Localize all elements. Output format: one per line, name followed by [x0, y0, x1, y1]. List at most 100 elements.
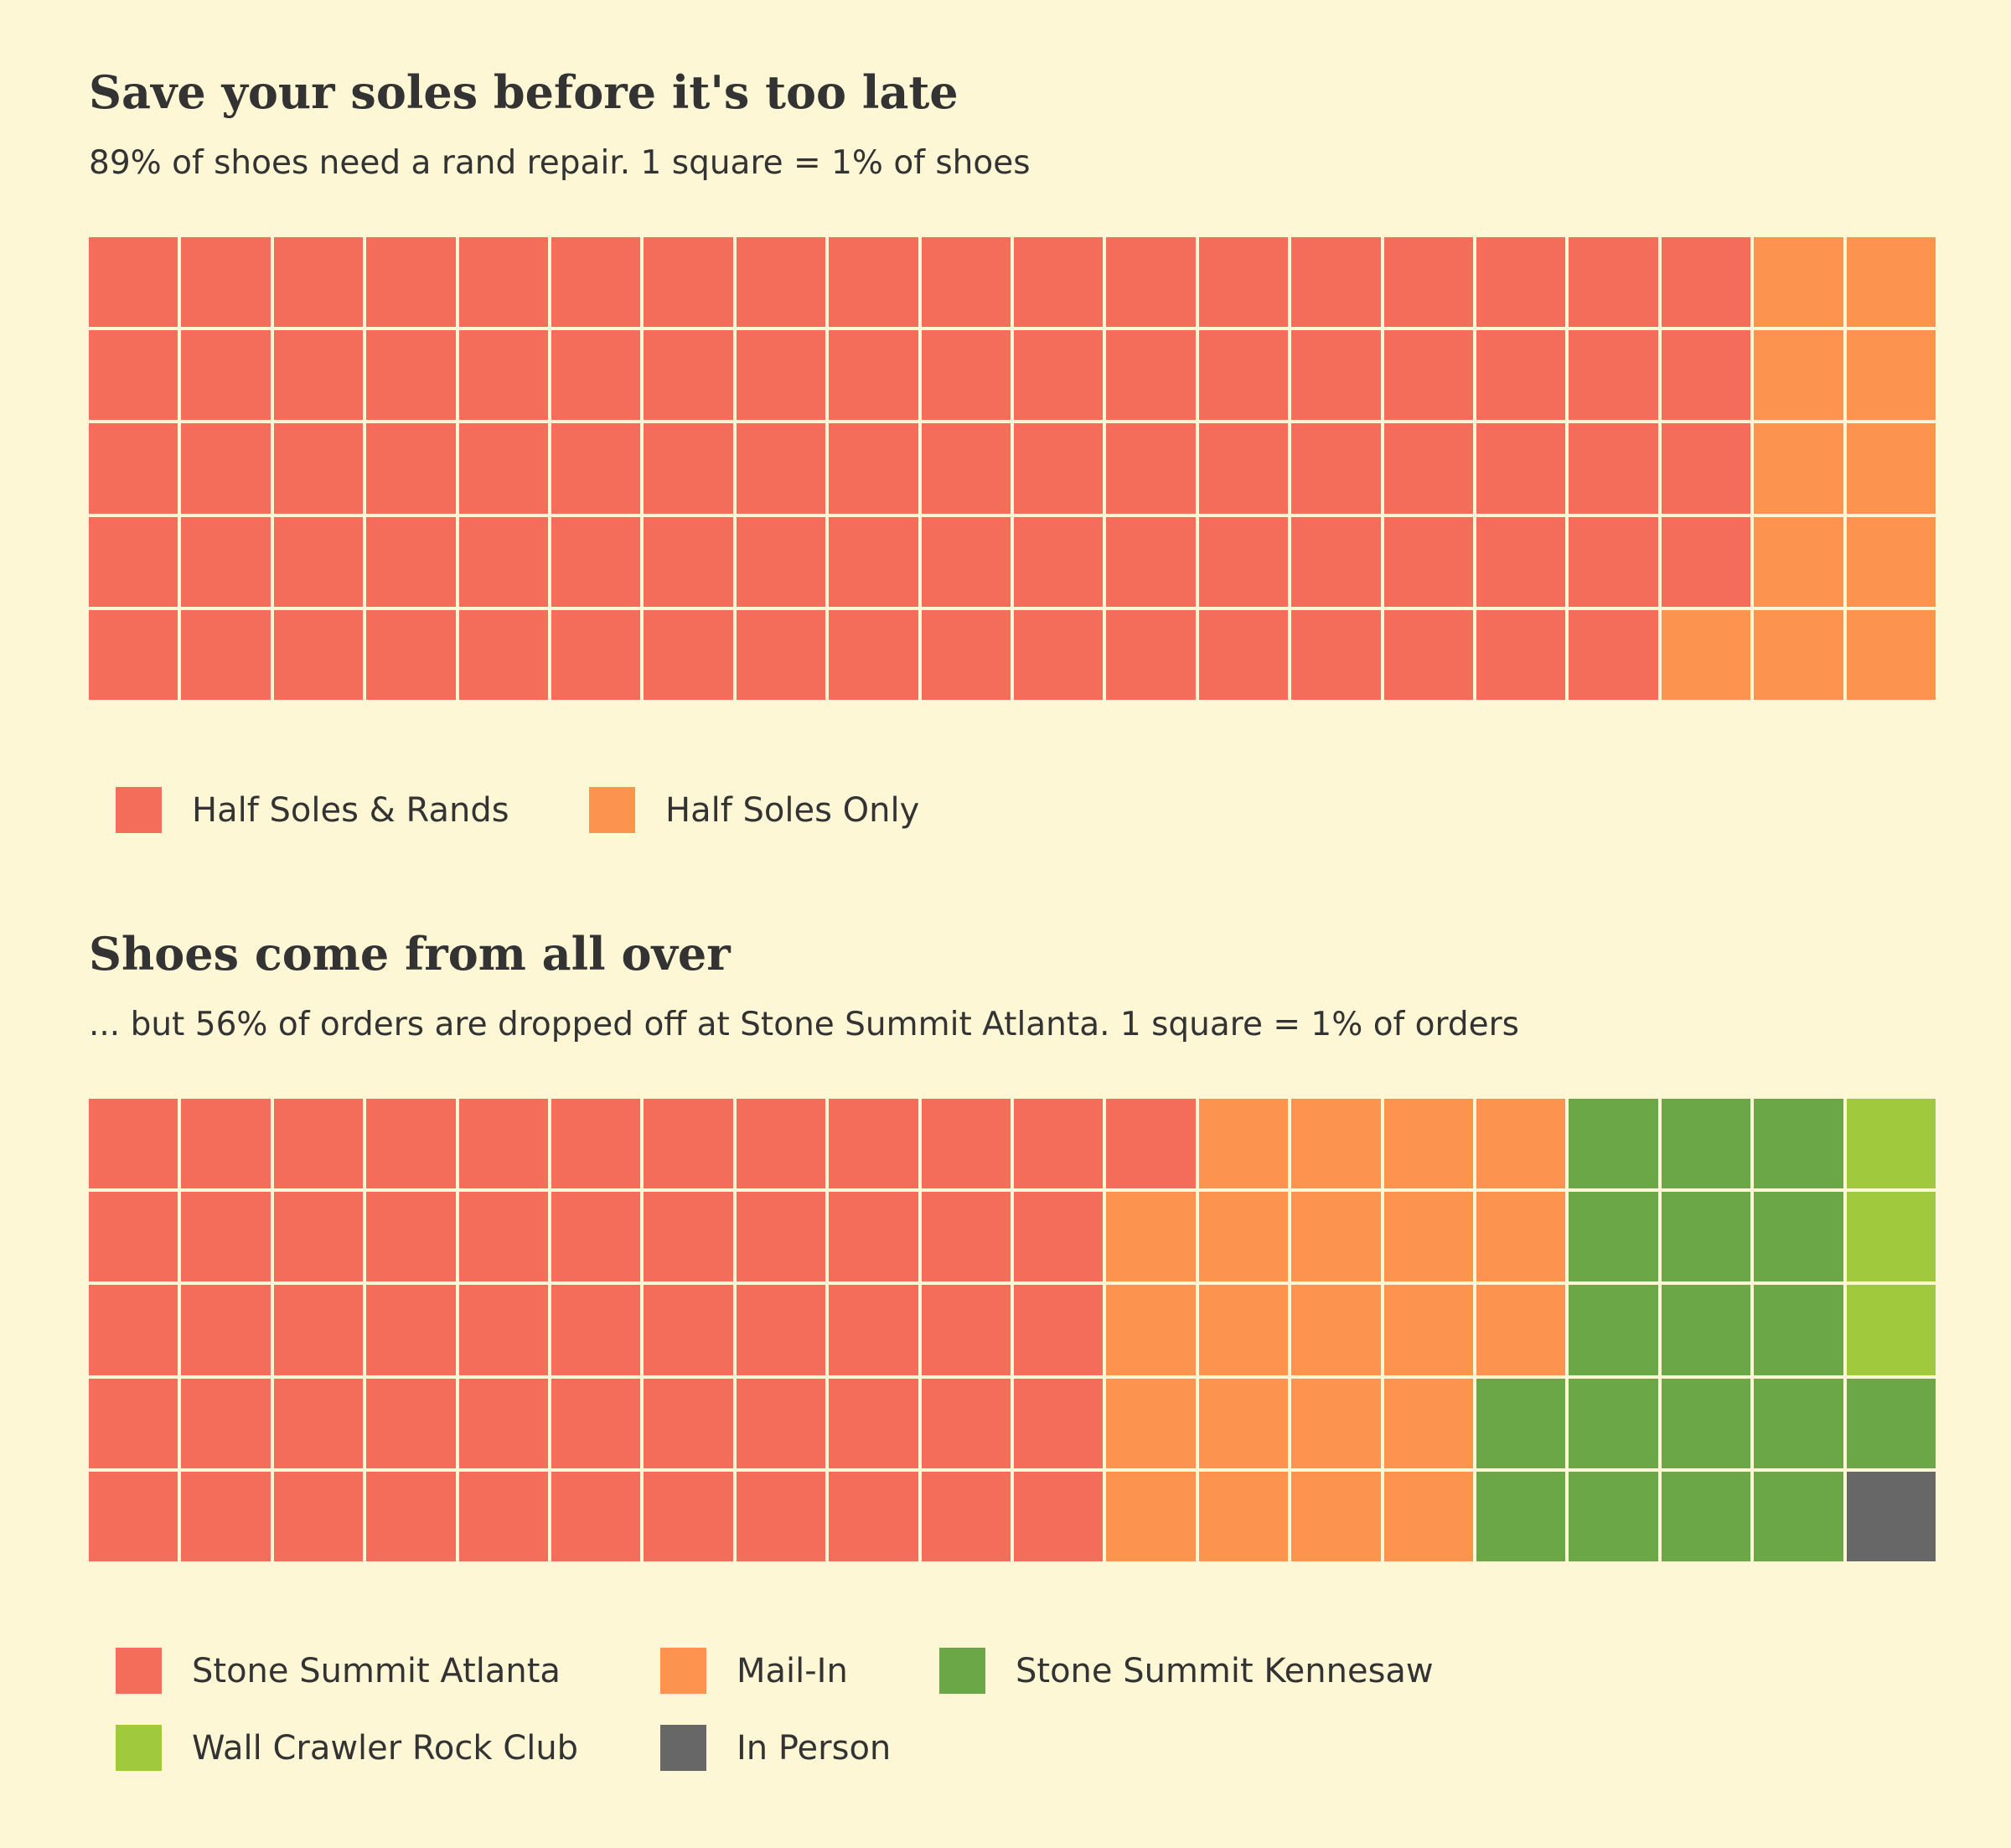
waffle-cell-half-soles-rands	[1476, 516, 1566, 607]
waffle-cell-half-soles-only	[1846, 237, 1936, 328]
waffle-cell-stone-summit-atlanta	[89, 1471, 178, 1561]
waffle-cell-half-soles-rands	[1014, 237, 1104, 328]
waffle-cell-half-soles-rands	[1198, 516, 1289, 607]
waffle-cell-stone-summit-atlanta	[181, 1378, 271, 1468]
waffle-cell-half-soles-rands	[921, 237, 1011, 328]
waffle-cell-half-soles-rands	[1661, 330, 1751, 421]
legend-swatch-half-soles-rands	[116, 787, 162, 833]
waffle-cell-half-soles-rands	[921, 423, 1011, 514]
waffle-cell-half-soles-rands	[1291, 237, 1381, 328]
waffle-cell-mail-in	[1198, 1285, 1289, 1375]
legend-swatch-stone-summit-kennesaw	[939, 1648, 985, 1694]
waffle-cell-half-soles-rands	[1476, 609, 1566, 700]
legend-item-wall-crawler-rock-club: Wall Crawler Rock Club	[116, 1725, 578, 1771]
waffle-cell-mail-in	[1106, 1285, 1196, 1375]
waffle-cell-half-soles-rands	[829, 237, 918, 328]
legend-item-half-soles-rands: Half Soles & Rands	[116, 787, 509, 833]
waffle-cell-stone-summit-kennesaw	[1661, 1099, 1751, 1189]
waffle-cell-stone-summit-atlanta	[458, 1285, 548, 1375]
waffle-cell-stone-summit-atlanta	[829, 1192, 918, 1282]
waffle-cell-half-soles-rands	[181, 237, 271, 328]
waffle-cell-half-soles-rands	[736, 609, 826, 700]
legend-label-stone-summit-atlanta: Stone Summit Atlanta	[192, 1651, 561, 1690]
chart-1-subtitle: 89% of shoes need a rand repair. 1 squar…	[89, 144, 1031, 182]
waffle-cell-mail-in	[1476, 1192, 1566, 1282]
waffle-cell-half-soles-rands	[458, 516, 548, 607]
waffle-cell-half-soles-only	[1754, 423, 1843, 514]
waffle-cell-half-soles-rands	[1014, 609, 1104, 700]
waffle-cell-stone-summit-atlanta	[1014, 1285, 1104, 1375]
waffle-cell-stone-summit-atlanta	[829, 1378, 918, 1468]
waffle-chart-repairs	[89, 237, 1936, 700]
waffle-cell-mail-in	[1291, 1471, 1381, 1561]
waffle-cell-mail-in	[1198, 1192, 1289, 1282]
waffle-cell-stone-summit-atlanta	[181, 1192, 271, 1282]
waffle-cell-stone-summit-atlanta	[829, 1285, 918, 1375]
waffle-cell-half-soles-only	[1754, 330, 1843, 421]
waffle-cell-stone-summit-atlanta	[644, 1378, 733, 1468]
waffle-cell-stone-summit-kennesaw	[1754, 1378, 1843, 1468]
waffle-cell-stone-summit-atlanta	[89, 1378, 178, 1468]
waffle-cell-mail-in	[1106, 1471, 1196, 1561]
waffle-cell-half-soles-rands	[366, 423, 456, 514]
waffle-cell-half-soles-rands	[181, 330, 271, 421]
waffle-cell-mail-in	[1291, 1285, 1381, 1375]
waffle-cell-stone-summit-atlanta	[921, 1471, 1011, 1561]
waffle-cell-stone-summit-kennesaw	[1754, 1192, 1843, 1282]
waffle-cell-stone-summit-atlanta	[273, 1285, 364, 1375]
waffle-cell-half-soles-rands	[1198, 330, 1289, 421]
waffle-cell-half-soles-rands	[551, 516, 641, 607]
waffle-cell-half-soles-rands	[921, 609, 1011, 700]
waffle-cell-half-soles-rands	[273, 609, 364, 700]
waffle-cell-stone-summit-atlanta	[458, 1099, 548, 1189]
waffle-cell-wall-crawler-rock-club	[1846, 1285, 1936, 1375]
waffle-cell-stone-summit-atlanta	[1014, 1192, 1104, 1282]
waffle-cell-half-soles-rands	[1661, 423, 1751, 514]
waffle-cell-stone-summit-kennesaw	[1569, 1099, 1658, 1189]
waffle-cell-half-soles-rands	[273, 330, 364, 421]
waffle-cell-half-soles-rands	[458, 237, 548, 328]
waffle-cell-half-soles-rands	[273, 423, 364, 514]
waffle-cell-half-soles-rands	[1014, 330, 1104, 421]
waffle-cell-stone-summit-atlanta	[736, 1192, 826, 1282]
waffle-cell-half-soles-rands	[1106, 609, 1196, 700]
waffle-chart-dropoff	[89, 1099, 1936, 1561]
waffle-cell-half-soles-rands	[921, 330, 1011, 421]
waffle-cell-half-soles-only	[1754, 237, 1843, 328]
waffle-cell-stone-summit-atlanta	[921, 1285, 1011, 1375]
waffle-cell-half-soles-rands	[551, 423, 641, 514]
waffle-cell-half-soles-rands	[736, 237, 826, 328]
waffle-cell-stone-summit-atlanta	[644, 1192, 733, 1282]
waffle-cell-stone-summit-kennesaw	[1661, 1285, 1751, 1375]
waffle-cell-half-soles-rands	[366, 237, 456, 328]
waffle-cell-half-soles-rands	[829, 609, 918, 700]
waffle-cell-stone-summit-atlanta	[181, 1471, 271, 1561]
waffle-cell-stone-summit-atlanta	[551, 1378, 641, 1468]
waffle-cell-half-soles-rands	[1106, 423, 1196, 514]
waffle-cell-stone-summit-atlanta	[366, 1378, 456, 1468]
waffle-cell-stone-summit-atlanta	[644, 1285, 733, 1375]
waffle-cell-half-soles-rands	[736, 423, 826, 514]
waffle-cell-half-soles-rands	[366, 609, 456, 700]
chart-2-subtitle: ... but 56% of orders are dropped off at…	[89, 1006, 1519, 1043]
waffle-cell-mail-in	[1476, 1285, 1566, 1375]
waffle-cell-stone-summit-kennesaw	[1476, 1471, 1566, 1561]
waffle-cell-stone-summit-atlanta	[366, 1192, 456, 1282]
waffle-cell-stone-summit-atlanta	[736, 1285, 826, 1375]
waffle-cell-stone-summit-kennesaw	[1569, 1471, 1658, 1561]
waffle-cell-stone-summit-atlanta	[829, 1099, 918, 1189]
legend-label-in-person: In Person	[737, 1728, 892, 1768]
waffle-cell-stone-summit-kennesaw	[1754, 1285, 1843, 1375]
waffle-cell-stone-summit-atlanta	[273, 1378, 364, 1468]
waffle-cell-half-soles-rands	[1569, 609, 1658, 700]
waffle-cell-stone-summit-atlanta	[273, 1471, 364, 1561]
waffle-cell-half-soles-rands	[1291, 609, 1381, 700]
chart-1-title: Save your soles before it's too late	[89, 65, 959, 119]
waffle-cell-stone-summit-kennesaw	[1569, 1192, 1658, 1282]
waffle-cell-half-soles-rands	[1106, 237, 1196, 328]
waffle-cell-stone-summit-kennesaw	[1476, 1378, 1566, 1468]
waffle-cell-mail-in	[1383, 1285, 1473, 1375]
waffle-cell-stone-summit-kennesaw	[1846, 1378, 1936, 1468]
waffle-cell-stone-summit-atlanta	[644, 1471, 733, 1561]
waffle-cell-half-soles-rands	[644, 516, 733, 607]
